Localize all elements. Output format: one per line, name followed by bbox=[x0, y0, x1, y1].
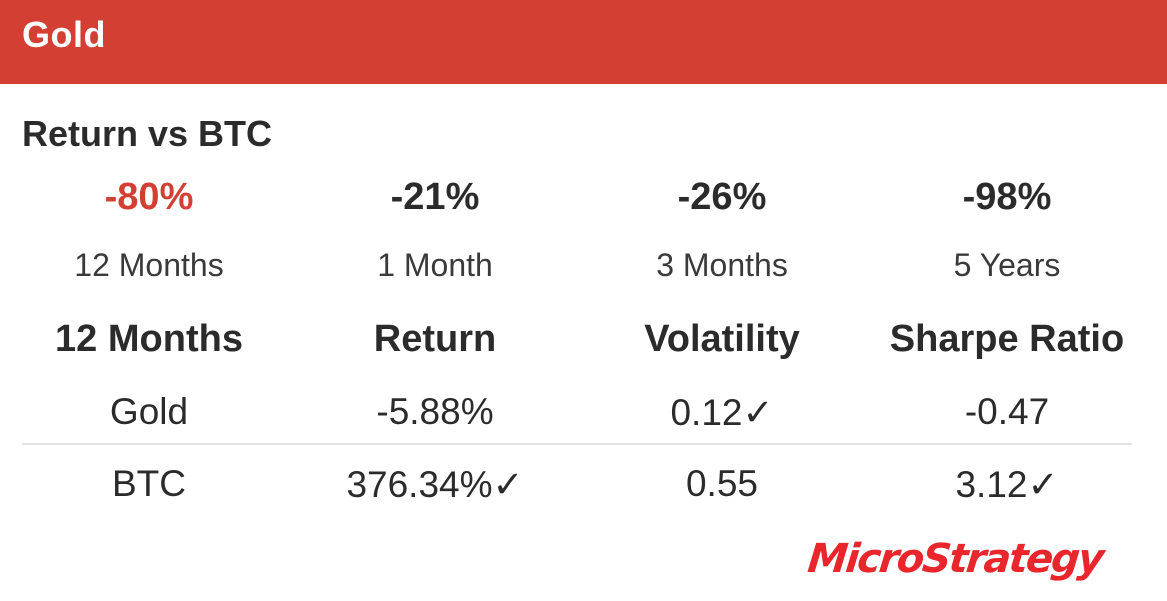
microstrategy-logo: MicroStrategy bbox=[805, 536, 1105, 582]
return-value-1-month: -21% bbox=[390, 176, 480, 218]
table-row-btc-asset: BTC bbox=[112, 463, 186, 504]
returns-title: Return vs BTC bbox=[22, 113, 273, 154]
table-header-return: Return bbox=[373, 318, 497, 360]
table-header-sharpe: Sharpe Ratio bbox=[889, 318, 1125, 360]
return-period-1-month: 1 Month bbox=[377, 247, 493, 283]
table-row-btc-volatility: 0.55 bbox=[685, 463, 758, 504]
table-header-volatility: Volatility bbox=[644, 318, 800, 360]
table-row-btc-sharpe: 3.12✓ bbox=[955, 464, 1059, 505]
table-row-btc-return: 376.34%✓ bbox=[346, 464, 524, 505]
table-row-gold-sharpe: -0.47 bbox=[964, 391, 1050, 432]
header-title: Gold bbox=[22, 14, 106, 55]
table-row-gold-volatility: 0.12✓ bbox=[670, 392, 774, 433]
return-value-3-months: -26% bbox=[677, 176, 767, 218]
table-divider bbox=[22, 443, 1132, 445]
return-value-5-years: -98% bbox=[962, 176, 1052, 218]
table-row-gold-return: -5.88% bbox=[376, 391, 494, 432]
table-row-gold-asset: Gold bbox=[109, 391, 189, 432]
return-value-12-months: -80% bbox=[104, 176, 194, 218]
table-header-period: 12 Months bbox=[55, 318, 243, 360]
header-bar: Gold bbox=[0, 0, 1167, 84]
return-period-5-years: 5 Years bbox=[953, 247, 1061, 283]
return-period-12-months: 12 Months bbox=[74, 247, 224, 283]
return-period-3-months: 3 Months bbox=[656, 247, 788, 283]
